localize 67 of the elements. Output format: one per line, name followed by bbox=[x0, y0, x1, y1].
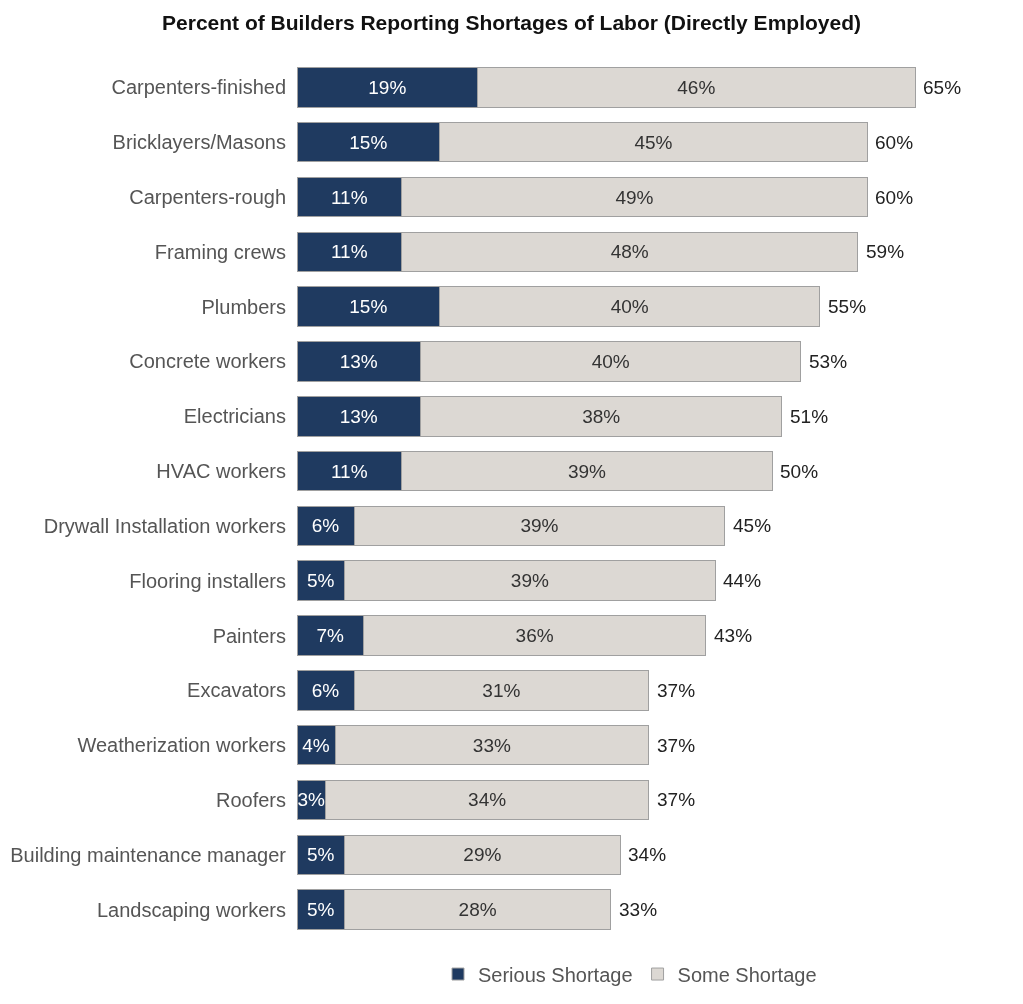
y-tick-label: Framing crews bbox=[154, 240, 286, 263]
data-label: 6% bbox=[311, 679, 340, 701]
y-tick-label: Carpenters-rough bbox=[129, 186, 286, 209]
y-tick-label: Drywall Installation workers bbox=[43, 514, 286, 537]
data-label: 13% bbox=[339, 405, 378, 427]
total-label: 51% bbox=[790, 406, 829, 427]
data-label: 46% bbox=[677, 76, 716, 98]
total-label: 37% bbox=[657, 680, 696, 701]
data-label: 49% bbox=[615, 186, 654, 208]
data-label: 39% bbox=[520, 515, 559, 537]
data-label: 36% bbox=[515, 625, 554, 647]
total-label: 34% bbox=[628, 844, 667, 865]
y-tick-label: Electricians bbox=[183, 405, 286, 428]
data-label: 7% bbox=[316, 625, 345, 647]
data-label: 48% bbox=[610, 241, 649, 263]
data-label: 11% bbox=[330, 241, 368, 263]
data-label: 13% bbox=[339, 350, 378, 372]
y-tick-label: Painters bbox=[212, 624, 286, 647]
y-tick-label: Carpenters-finished bbox=[111, 76, 286, 99]
y-tick-label: Concrete workers bbox=[129, 350, 286, 373]
y-tick-label: Flooring installers bbox=[129, 569, 286, 592]
data-label: 3% bbox=[297, 789, 326, 811]
total-label: 60% bbox=[875, 132, 914, 153]
total-label: 50% bbox=[780, 461, 819, 482]
data-label: 39% bbox=[567, 460, 607, 482]
total-label: 45% bbox=[733, 515, 772, 536]
data-label: 11% bbox=[330, 186, 368, 208]
data-label: 5% bbox=[306, 844, 335, 866]
data-label: 5% bbox=[306, 899, 335, 921]
total-label: 59% bbox=[866, 241, 905, 262]
legend-label: Serious Shortage bbox=[478, 963, 633, 986]
total-label: 37% bbox=[657, 789, 696, 810]
data-label: 34% bbox=[468, 789, 507, 811]
y-tick-label: Plumbers bbox=[201, 295, 286, 318]
total-label: 44% bbox=[723, 570, 762, 591]
data-label: 6% bbox=[311, 515, 340, 537]
total-label: 60% bbox=[875, 187, 914, 208]
y-tick-label: Roofers bbox=[215, 788, 286, 811]
legend-label: Some Shortage bbox=[677, 963, 817, 986]
data-label: 31% bbox=[482, 679, 521, 701]
y-tick-label: Building maintenance manager bbox=[10, 843, 287, 866]
y-tick-label: Bricklayers/Masons bbox=[112, 131, 286, 154]
data-label: 4% bbox=[302, 734, 330, 756]
data-label: 33% bbox=[472, 734, 511, 756]
total-label: 33% bbox=[619, 899, 658, 920]
total-label: 65% bbox=[923, 77, 962, 98]
total-label: 43% bbox=[714, 625, 753, 646]
data-label: 15% bbox=[349, 296, 388, 318]
data-label: 38% bbox=[582, 405, 621, 427]
data-label: 19% bbox=[368, 76, 407, 98]
data-label: 29% bbox=[463, 844, 502, 866]
data-label: 5% bbox=[306, 570, 335, 592]
data-label: 11% bbox=[330, 460, 368, 482]
y-tick-label: Excavators bbox=[187, 679, 286, 702]
y-tick-label: Landscaping workers bbox=[97, 898, 286, 921]
total-label: 53% bbox=[809, 351, 848, 372]
chart-title: Percent of Builders Reporting Shortages of Labor (Directly Employed) bbox=[162, 10, 861, 34]
data-label: 45% bbox=[634, 131, 673, 153]
data-label: 40% bbox=[591, 350, 630, 372]
total-label: 37% bbox=[657, 735, 696, 756]
data-label: 40% bbox=[610, 296, 649, 318]
data-label: 39% bbox=[510, 570, 550, 592]
total-label: 55% bbox=[828, 296, 867, 317]
data-label: 28% bbox=[458, 899, 497, 921]
y-tick-label: Weatherization workers bbox=[77, 734, 286, 757]
data-label: 15% bbox=[349, 131, 388, 153]
y-tick-label: HVAC workers bbox=[156, 460, 286, 483]
